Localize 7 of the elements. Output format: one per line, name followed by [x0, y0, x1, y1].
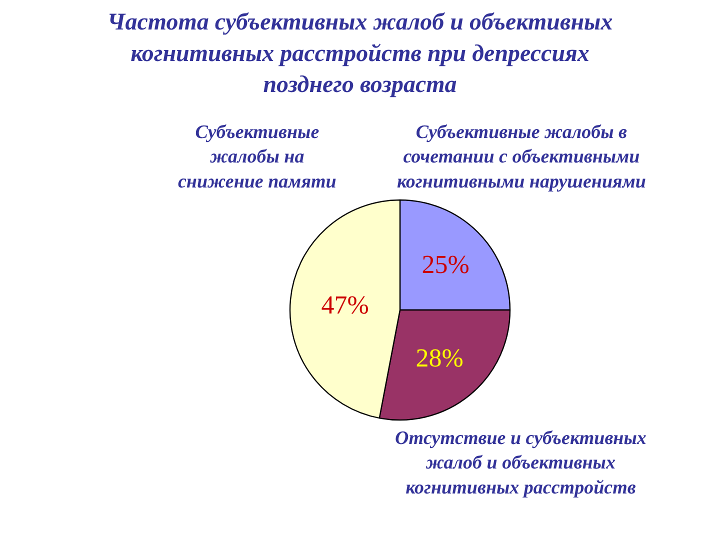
data-label: 47% — [321, 290, 369, 320]
slice-label: Субъективные жалобы в сочетании с объективными когнитивными нарушениями — [397, 122, 646, 192]
slice-label: Субъективные жалобы на снижение памяти — [178, 122, 336, 192]
data-label: 28% — [416, 343, 464, 372]
slice-label: Отсутствие и субъективных жалоб и объективных когнитивных расстройств — [395, 428, 647, 498]
chart-title: Частота субъективных жалоб и объективных когнитивных расстройств при депрессиях позднего возраста — [107, 10, 613, 98]
data-label: 25% — [422, 250, 470, 279]
